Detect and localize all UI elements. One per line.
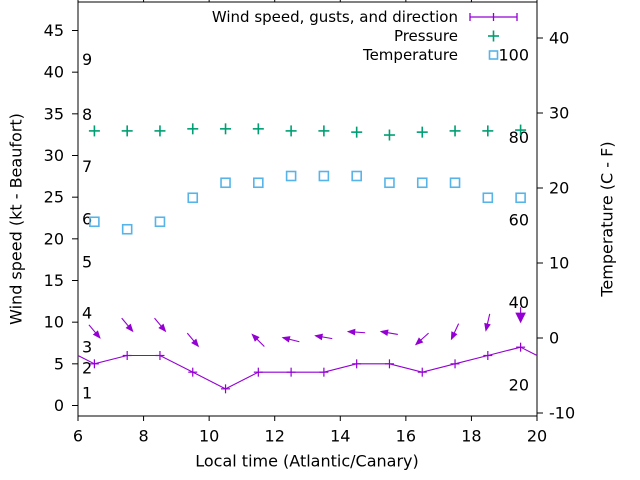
temperature-point-marker bbox=[285, 170, 297, 182]
y-axis-tick-label: 20 bbox=[44, 229, 64, 248]
wind-direction-arrowhead bbox=[125, 323, 134, 333]
wind-direction-arrow bbox=[346, 328, 366, 336]
y2-axis-title: Temperature (C - F) bbox=[598, 141, 617, 297]
wind-direction-arrowhead bbox=[379, 329, 389, 337]
x-axis-title: Local time (Atlantic/Canary) bbox=[195, 452, 418, 471]
y-axis-tick-label: 25 bbox=[44, 188, 64, 207]
beaufort-scale-label: 8 bbox=[82, 105, 92, 124]
y2-axis-tick-label: 30 bbox=[549, 104, 569, 123]
wind-direction-arrowhead bbox=[191, 338, 200, 348]
y2-axis-tick-label: 10 bbox=[549, 254, 569, 273]
legend-plus-glyph bbox=[488, 30, 499, 42]
y2-axis-tick-label: -10 bbox=[549, 404, 575, 423]
wind-direction-arrow bbox=[121, 317, 134, 333]
temperature-point-marker bbox=[515, 192, 526, 204]
temperature-point-marker bbox=[351, 170, 362, 182]
beaufort-scale-label: 4 bbox=[82, 304, 92, 323]
y-axis-tick-label: 30 bbox=[44, 146, 64, 165]
x-axis-tick-label: 18 bbox=[461, 427, 481, 446]
wind-direction-arrow bbox=[281, 336, 300, 343]
beaufort-scale-label: 5 bbox=[82, 253, 92, 272]
plot-border bbox=[77, 1, 538, 417]
temperature-point-marker bbox=[482, 192, 494, 204]
wind-speed-series bbox=[77, 307, 538, 394]
x-axis-tick-label: 12 bbox=[265, 427, 285, 446]
legend-label: Pressure bbox=[394, 27, 458, 45]
wind-speed-line bbox=[77, 346, 538, 390]
x-axis-tick-label: 6 bbox=[73, 427, 83, 446]
wind-direction-arrow bbox=[414, 332, 429, 346]
wind-direction-arrowhead bbox=[92, 330, 101, 339]
y-axis-tick-label: 40 bbox=[44, 63, 64, 82]
x-axis-tick-label: 10 bbox=[199, 427, 219, 446]
temperature-series bbox=[89, 170, 526, 235]
y-axis-tick-label: 5 bbox=[54, 354, 64, 373]
wind-direction-arrowhead bbox=[281, 336, 291, 343]
temperature-point-marker bbox=[416, 177, 428, 189]
wind-direction-arrowhead bbox=[314, 333, 323, 341]
wind-direction-arrow bbox=[484, 313, 491, 332]
inner-right-scale-label: 100 bbox=[498, 46, 529, 65]
wind-direction-arrowhead bbox=[346, 328, 356, 336]
inner-right-scale-label: 20 bbox=[509, 376, 529, 395]
temperature-point-marker bbox=[253, 177, 264, 189]
y-axis-title: Wind speed (kt - Beaufort) bbox=[7, 113, 26, 325]
temperature-point-marker bbox=[121, 223, 133, 235]
y2-axis-tick-label: 0 bbox=[549, 329, 559, 348]
beaufort-scale-label: 6 bbox=[82, 209, 92, 228]
wind-direction-arrow bbox=[515, 307, 526, 324]
beaufort-scale-label: 2 bbox=[82, 359, 92, 378]
x-axis-tick-label: 20 bbox=[527, 427, 547, 446]
legend-errorbar-glyph bbox=[469, 13, 518, 21]
inner-right-scale-label: 60 bbox=[509, 211, 529, 230]
temperature-point-marker bbox=[89, 216, 100, 228]
temperature-point-marker bbox=[318, 170, 330, 182]
wind-direction-arrow bbox=[314, 333, 333, 341]
temperature-point-marker bbox=[187, 192, 199, 204]
y-axis-tick-label: 45 bbox=[44, 21, 64, 40]
wind-direction-arrowhead bbox=[251, 333, 260, 342]
inner-right-scale-label: 40 bbox=[509, 293, 529, 312]
wind-direction-arrowhead bbox=[158, 323, 167, 333]
legend-label: Wind speed, gusts, and direction bbox=[212, 8, 458, 26]
pressure-series bbox=[88, 123, 527, 141]
temperature-point-marker bbox=[384, 177, 395, 189]
legend-label: Temperature bbox=[362, 46, 458, 64]
wind-direction-arrowhead bbox=[414, 337, 424, 346]
y-axis-tick-label: 15 bbox=[44, 271, 64, 290]
y-axis-tick-label: 10 bbox=[44, 313, 64, 332]
wind-direction-arrowhead bbox=[450, 331, 458, 341]
wind-direction-arrowhead bbox=[515, 312, 526, 324]
y2-axis-tick-label: 40 bbox=[549, 29, 569, 48]
legend-square-glyph bbox=[488, 50, 499, 60]
wind-direction-arrowhead bbox=[484, 322, 491, 332]
beaufort-scale-label: 3 bbox=[82, 338, 92, 357]
inner-right-scale-label: 80 bbox=[509, 128, 529, 147]
beaufort-scale-label: 7 bbox=[82, 157, 92, 176]
temperature-point-marker bbox=[220, 177, 231, 189]
wind-direction-arrow bbox=[251, 333, 265, 347]
x-axis-tick-label: 14 bbox=[330, 427, 350, 446]
wind-direction-arrow bbox=[450, 323, 460, 341]
beaufort-scale-label: 1 bbox=[82, 384, 92, 403]
temperature-point-marker bbox=[154, 216, 166, 228]
wind-direction-arrow bbox=[88, 324, 101, 339]
y2-axis-tick-label: 20 bbox=[549, 179, 569, 198]
wind-direction-arrow bbox=[186, 332, 200, 348]
x-axis-tick-label: 8 bbox=[138, 427, 148, 446]
y-axis-tick-label: 35 bbox=[44, 104, 64, 123]
x-axis-tick-label: 16 bbox=[396, 427, 416, 446]
wind-direction-arrow bbox=[154, 317, 167, 333]
temperature-point-marker bbox=[449, 177, 461, 189]
y-axis-tick-label: 0 bbox=[54, 396, 64, 415]
beaufort-scale-label: 9 bbox=[82, 50, 92, 69]
wind-direction-arrow bbox=[379, 329, 398, 337]
